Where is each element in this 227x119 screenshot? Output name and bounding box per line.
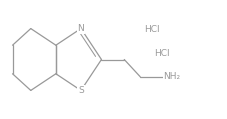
Text: NH₂: NH₂ <box>162 72 179 81</box>
Text: N: N <box>77 24 84 33</box>
Text: HCl: HCl <box>153 49 169 58</box>
Text: S: S <box>78 86 84 95</box>
Text: HCl: HCl <box>143 25 159 34</box>
